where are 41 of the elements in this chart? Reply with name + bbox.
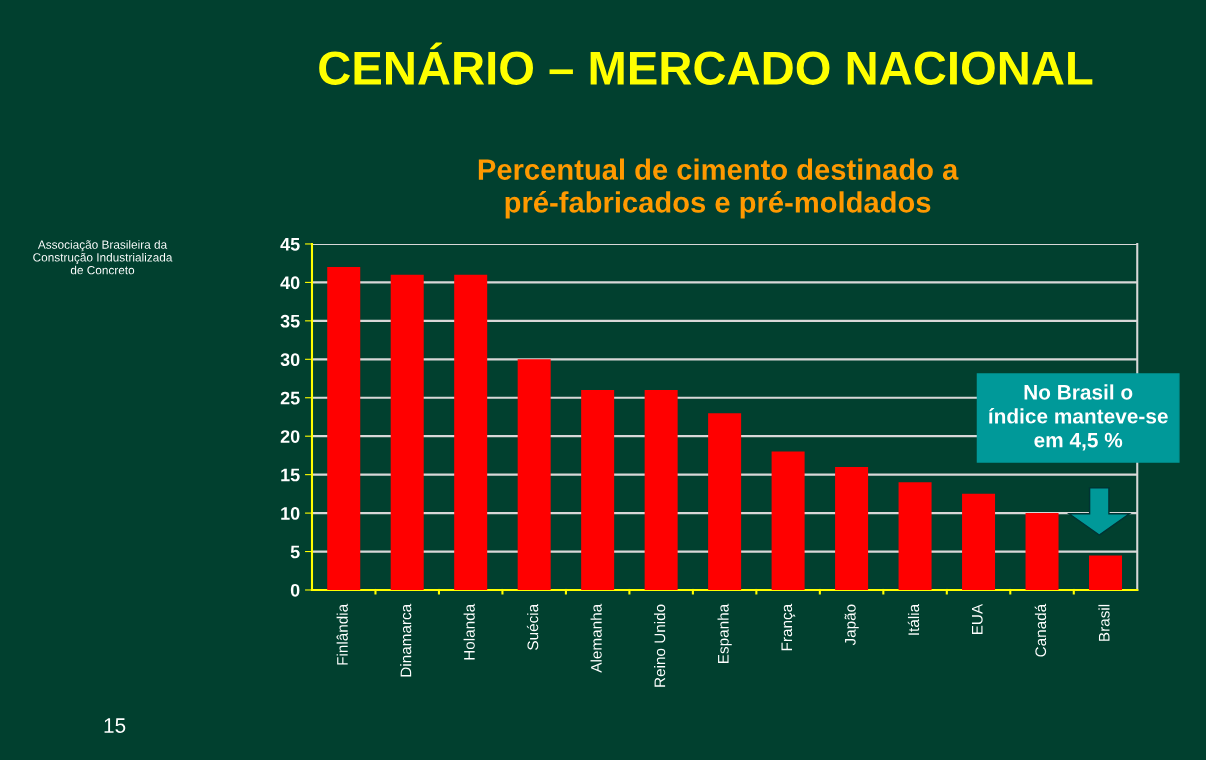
x-tick-label: Finlândia (336, 603, 348, 665)
y-tick-label: 5 (290, 545, 300, 559)
bar (581, 390, 615, 590)
y-tick-label: 15 (281, 468, 300, 482)
text: Associação Brasileira da Construção Industrializada de Concreto (33, 240, 173, 275)
x-tick-label: Dinamarca (400, 603, 412, 677)
x-tick-label: Japão (844, 604, 859, 646)
y-tick-label: 0 (290, 583, 300, 597)
bar (708, 413, 742, 590)
chart-subtitle: Percentual de cimento destinado a pré-fabricados e pré-moldados (478, 158, 959, 219)
x-tick-label: Holanda (463, 603, 475, 660)
chart-title: CENÁRIO – MERCADO NACIONAL (319, 42, 1093, 85)
annotation: No Brasil o índice manteve-se em 4,5 % (989, 384, 1168, 451)
x-tick-label: França (781, 603, 796, 651)
bar (1089, 555, 1123, 590)
bar (771, 451, 805, 590)
y-tick-label: 40 (280, 276, 300, 290)
bar (454, 274, 488, 590)
bar (898, 482, 932, 590)
bar (327, 267, 361, 590)
x-tick-label: Reino Unido (654, 604, 666, 687)
bar (962, 493, 996, 590)
y-tick-label: 35 (280, 314, 300, 328)
bar (644, 390, 678, 590)
x-tick-label: Alemanha (590, 603, 602, 673)
y-tick-label: 10 (281, 507, 300, 520)
x-tick-label: Itália (907, 603, 920, 635)
bar (1025, 513, 1059, 590)
x-tick-label: Canadá (1034, 603, 1047, 657)
x-tick-label: Suécia (526, 603, 539, 650)
y-tick-label: 25 (280, 391, 300, 405)
x-tick-label: EUA (971, 603, 983, 635)
text: 15 (104, 718, 126, 733)
bar (835, 466, 869, 590)
y-tick-label: 20 (280, 430, 300, 443)
x-tick-label: Brasil (1098, 604, 1110, 641)
bar (517, 359, 551, 590)
y-tick-label: 45 (280, 238, 300, 251)
bar (390, 274, 424, 590)
y-tick-label: 30 (280, 353, 300, 367)
x-tick-label: Espanha (717, 603, 732, 663)
